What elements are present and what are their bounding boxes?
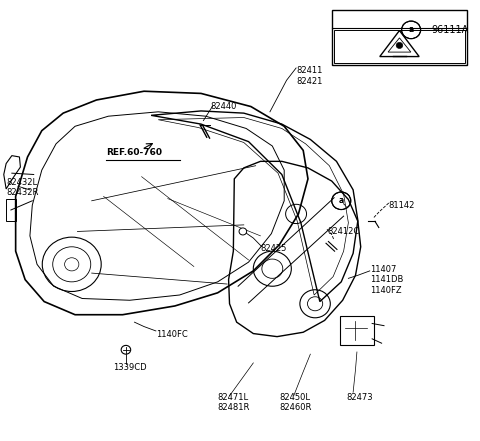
Circle shape [239, 228, 247, 235]
Text: 82432L
82432R: 82432L 82432R [6, 178, 38, 197]
Text: 82473: 82473 [346, 393, 372, 403]
Text: 82411
82421: 82411 82421 [296, 66, 323, 86]
FancyBboxPatch shape [340, 317, 373, 344]
FancyBboxPatch shape [334, 30, 465, 63]
Circle shape [121, 345, 131, 354]
Text: 1140FC: 1140FC [156, 330, 188, 339]
FancyBboxPatch shape [332, 10, 467, 65]
Text: 11407
1141DB
1140FZ: 11407 1141DB 1140FZ [370, 265, 403, 295]
Text: a: a [408, 26, 414, 34]
Text: 81142: 81142 [389, 201, 415, 209]
Text: 96111A: 96111A [432, 25, 469, 35]
Text: 82425: 82425 [261, 244, 287, 254]
Text: 82412C: 82412C [327, 227, 359, 236]
Text: 82471L
82481R: 82471L 82481R [217, 392, 250, 412]
Circle shape [396, 42, 403, 49]
Text: REF.60-760: REF.60-760 [106, 148, 162, 157]
Text: 82450L
82460R: 82450L 82460R [279, 392, 312, 412]
Text: a: a [408, 26, 414, 34]
Text: 82440: 82440 [211, 102, 237, 111]
Text: a: a [339, 196, 344, 205]
Text: 1339CD: 1339CD [113, 363, 147, 372]
Text: a: a [339, 196, 344, 205]
